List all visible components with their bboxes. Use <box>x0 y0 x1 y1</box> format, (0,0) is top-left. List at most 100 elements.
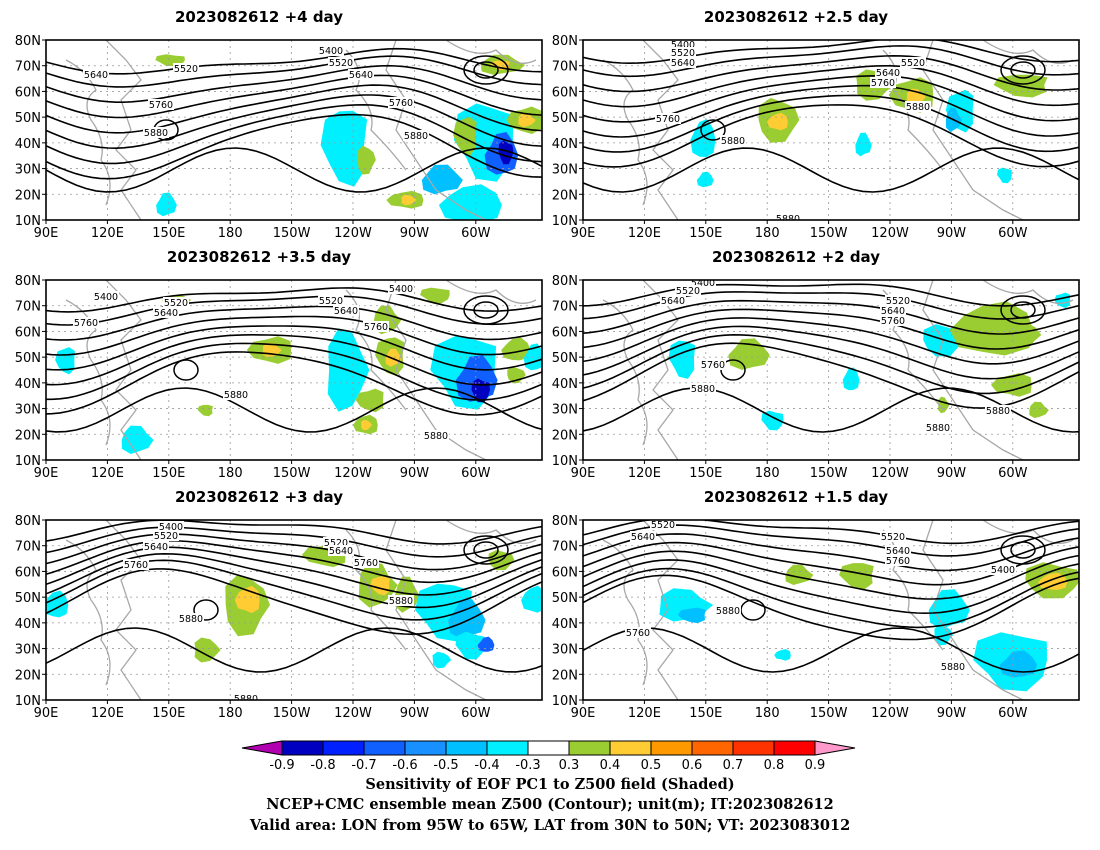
lon-tick-label: 60W <box>998 706 1028 721</box>
lon-tick-label: 150E <box>152 226 185 241</box>
lon-tick-label: 60W <box>461 466 491 481</box>
colorbar-tick-label: 0.7 <box>723 758 744 773</box>
lat-tick-label: 70N <box>15 540 41 555</box>
contour-label-bg <box>990 564 1016 575</box>
shaded-region <box>1007 320 1042 350</box>
lat-tick-label: 40N <box>552 617 578 632</box>
colorbar-tick-label: -0.3 <box>515 758 540 773</box>
contour-line <box>583 333 1079 395</box>
contour-label-bg <box>83 69 109 80</box>
contour-line <box>46 305 542 341</box>
shaded-region <box>1054 292 1071 309</box>
lat-tick-label: 20N <box>15 188 41 203</box>
lon-tick-label: 120E <box>628 226 661 241</box>
contour-label: 5880 <box>424 431 448 442</box>
contour-label-bg <box>670 57 696 68</box>
contour-label: 5760 <box>886 556 910 567</box>
lat-tick-label: 30N <box>15 643 41 658</box>
lon-tick-label: 150W <box>273 226 311 241</box>
map-frame <box>582 279 1080 461</box>
contour-label-bg <box>388 283 414 294</box>
contour-label-bg <box>875 67 901 78</box>
contour-label: 5880 <box>721 136 745 147</box>
lon-tick-label: 180 <box>218 226 243 241</box>
lat-tick-label: 20N <box>15 668 41 683</box>
contour-line <box>46 315 542 356</box>
contour-line <box>583 533 1079 572</box>
contour-line <box>583 317 1079 365</box>
colorbar-tick-label: 0.9 <box>805 758 826 773</box>
lat-tick-label: 80N <box>552 274 578 289</box>
z500-contours <box>46 47 542 193</box>
lat-tick-label: 50N <box>15 351 41 366</box>
shaded-region <box>501 337 531 361</box>
lon-tick-label: 60W <box>461 706 491 721</box>
contour-label-bg <box>880 305 906 316</box>
contour-label: 5640 <box>329 546 353 557</box>
contour-label-bg <box>655 113 681 124</box>
contour-label-bg <box>148 99 174 110</box>
shaded-region <box>1029 401 1049 419</box>
lon-tick-label: 150E <box>152 706 185 721</box>
colorbar-tick-label: -0.7 <box>351 758 376 773</box>
lon-tick-label: 180 <box>755 226 780 241</box>
contour-label-bg <box>318 45 344 56</box>
contour-label-bg <box>323 537 349 548</box>
contour-label-bg <box>153 307 179 318</box>
contour-line <box>46 568 542 636</box>
lon-tick-label: 90E <box>34 706 59 721</box>
contour-label-bg <box>675 285 701 296</box>
contour-label-bg <box>720 135 746 146</box>
colorbar-tick-label: -0.8 <box>310 758 335 773</box>
contour-label-bg <box>885 545 911 556</box>
lon-tick-label: 120E <box>91 226 124 241</box>
closed-contour <box>1000 535 1046 565</box>
colorbar: -0.9 -0.8 -0.7 -0.6 -0.5 -0.4 -0.3 0.3 0.4 0.5 0.6… <box>241 740 856 773</box>
colorbar-swatch <box>732 740 775 756</box>
contour-line <box>583 299 1079 335</box>
shaded-region <box>477 636 495 652</box>
lon-tick-label: 120W <box>871 226 909 241</box>
shaded-region <box>355 388 384 413</box>
contour-label-bg <box>880 531 906 542</box>
contour-label: 5760 <box>871 78 895 89</box>
contour-line <box>46 64 542 103</box>
contour-label-bg <box>223 389 249 400</box>
closed-contour <box>1000 55 1046 85</box>
closed-contour <box>740 599 766 621</box>
contour-label-bg <box>93 291 119 302</box>
lat-tick-label: 30N <box>552 163 578 178</box>
lat-tick-label: 20N <box>552 188 578 203</box>
contour-label-bg <box>348 69 374 80</box>
colorbar-swatch <box>486 740 529 756</box>
coastline <box>642 280 679 460</box>
shaded-region <box>421 164 463 195</box>
lat-tick-label: 30N <box>552 403 578 418</box>
contour-label: 5760 <box>124 560 148 571</box>
shaded-region <box>121 425 154 454</box>
contour-line <box>583 387 1079 433</box>
coastline <box>982 40 1074 64</box>
lat-tick-label: 30N <box>552 643 578 658</box>
contour-label: 5760 <box>354 558 378 569</box>
lon-tick-label: 120E <box>628 706 661 721</box>
contour-line <box>46 74 542 119</box>
panel-title: 2023082612 +2.5 day <box>704 8 888 26</box>
shaded-region <box>696 171 714 188</box>
map-frame <box>45 519 543 701</box>
shaded-region <box>855 132 872 157</box>
contour-line <box>46 533 542 571</box>
contour-line <box>583 627 1079 673</box>
coastline <box>445 280 537 304</box>
contour-label-bg <box>690 383 716 394</box>
contour-label: 5520 <box>174 64 198 75</box>
lat-tick-label: 60N <box>552 325 578 340</box>
coastlines <box>65 520 537 700</box>
lat-tick-label: 40N <box>552 377 578 392</box>
contour-label-bg <box>700 359 726 370</box>
z500-contours <box>46 520 542 673</box>
